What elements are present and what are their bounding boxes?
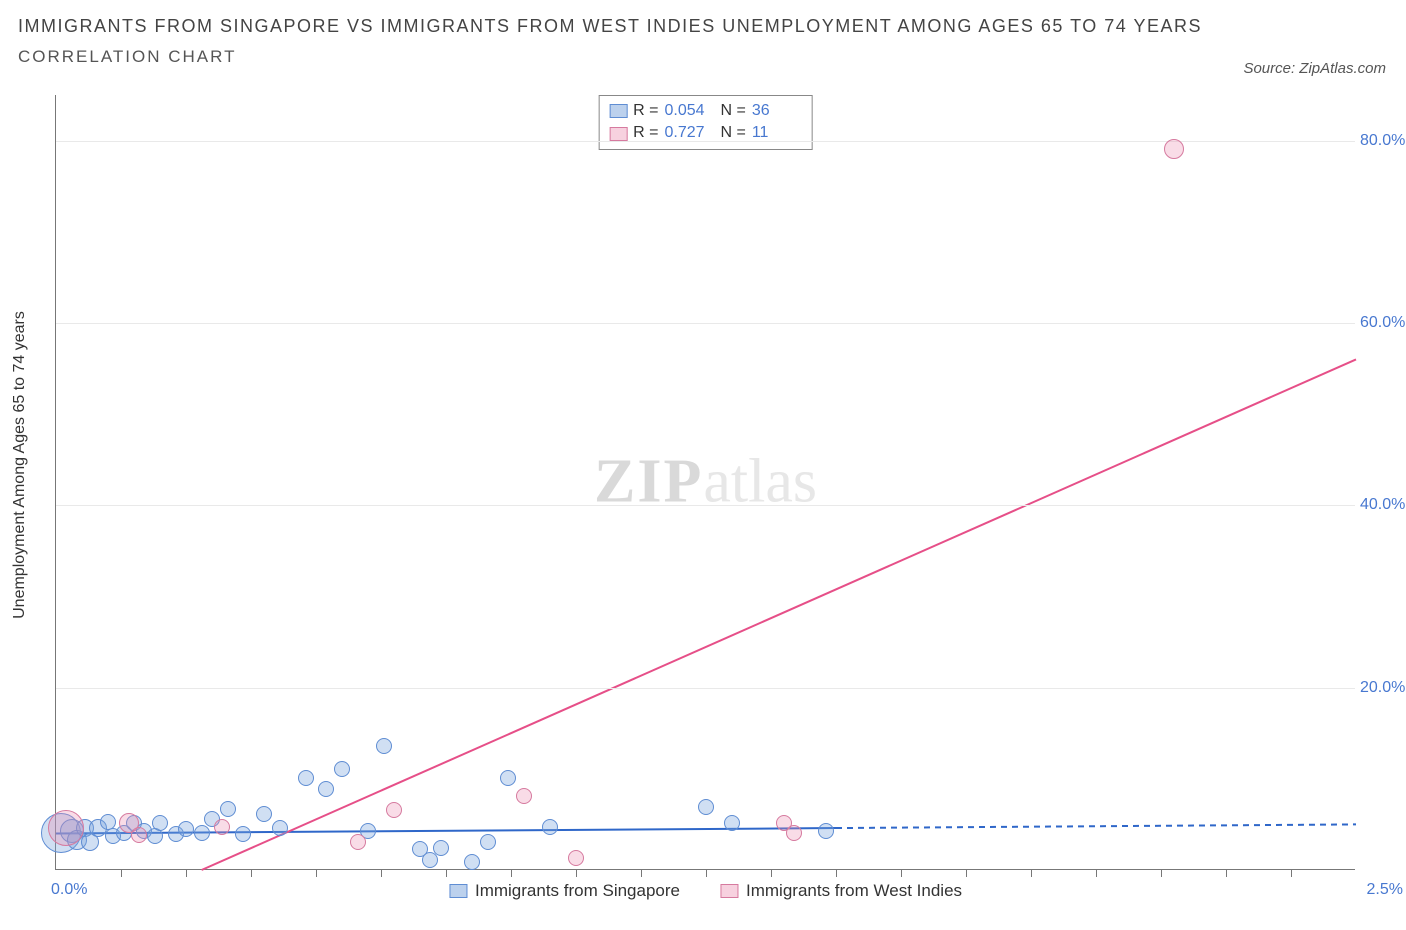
x-tick [771,869,772,877]
data-point-westindies [1164,139,1184,159]
y-tick-label: 40.0% [1360,496,1406,514]
legend-label-westindies: Immigrants from West Indies [746,881,962,901]
data-point-singapore [433,840,449,856]
x-tick [966,869,967,877]
legend-label-singapore: Immigrants from Singapore [475,881,680,901]
data-point-singapore [818,823,834,839]
data-point-singapore [480,834,496,850]
x-tick [186,869,187,877]
data-point-westindies [350,834,366,850]
chart-title: IMMIGRANTS FROM SINGAPORE VS IMMIGRANTS … [18,12,1388,41]
data-point-singapore [272,820,288,836]
data-point-singapore [194,825,210,841]
scatter-plot: ZIPatlas R = 0.054 N = 36 R = 0.727 N = … [55,95,1355,870]
y-axis-label: Unemployment Among Ages 65 to 74 years [11,311,29,619]
stats-n-value-singapore: 36 [752,100,802,122]
data-point-singapore [376,738,392,754]
trend-lines [56,95,1355,869]
data-point-westindies [516,788,532,804]
x-tick [1226,869,1227,877]
x-tick [1096,869,1097,877]
data-point-westindies [786,825,802,841]
swatch-pink-icon [609,127,627,141]
source-label: Source: ZipAtlas.com [1243,60,1386,77]
data-point-westindies [48,810,84,846]
data-point-singapore [235,826,251,842]
y-tick-label: 20.0% [1360,679,1406,697]
gridline [56,505,1355,506]
y-tick-label: 60.0% [1360,314,1406,332]
data-point-singapore [318,781,334,797]
data-point-singapore [152,815,168,831]
x-tick [641,869,642,877]
legend-item-westindies: Immigrants from West Indies [720,881,962,901]
data-point-singapore [256,806,272,822]
data-point-westindies [131,827,147,843]
data-point-singapore [464,854,480,870]
data-point-westindies [386,802,402,818]
swatch-blue-icon [449,884,467,898]
y-tick-label: 80.0% [1360,132,1406,150]
data-point-singapore [220,801,236,817]
stats-n-label: N = [721,100,746,122]
x-tick [1161,869,1162,877]
chart-subtitle: CORRELATION CHART [18,47,1388,67]
data-point-westindies [214,819,230,835]
watermark: ZIPatlas [594,447,817,518]
data-point-singapore [724,815,740,831]
bottom-legend: Immigrants from Singapore Immigrants fro… [449,881,962,901]
gridline [56,323,1355,324]
x-tick [1291,869,1292,877]
trend-line-dash-singapore [836,824,1356,828]
x-tick [121,869,122,877]
legend-item-singapore: Immigrants from Singapore [449,881,680,901]
x-tick [836,869,837,877]
swatch-pink-icon [720,884,738,898]
data-point-singapore [698,799,714,815]
x-tick [381,869,382,877]
x-tick [446,869,447,877]
x-tick [1031,869,1032,877]
gridline [56,141,1355,142]
data-point-singapore [178,821,194,837]
data-point-singapore [334,761,350,777]
x-tick [706,869,707,877]
x-axis-start-label: 0.0% [51,881,87,899]
stats-row-singapore: R = 0.054 N = 36 [609,100,802,122]
data-point-westindies [568,850,584,866]
x-tick [316,869,317,877]
trend-line-westindies [202,359,1356,870]
x-tick [576,869,577,877]
x-axis-end-label: 2.5% [1367,881,1403,899]
stats-r-value-singapore: 0.054 [665,100,715,122]
data-point-singapore [298,770,314,786]
data-point-singapore [100,814,116,830]
data-point-singapore [542,819,558,835]
stats-r-label: R = [633,100,658,122]
x-tick [251,869,252,877]
gridline [56,688,1355,689]
data-point-singapore [500,770,516,786]
x-tick [511,869,512,877]
x-tick [901,869,902,877]
swatch-blue-icon [609,104,627,118]
